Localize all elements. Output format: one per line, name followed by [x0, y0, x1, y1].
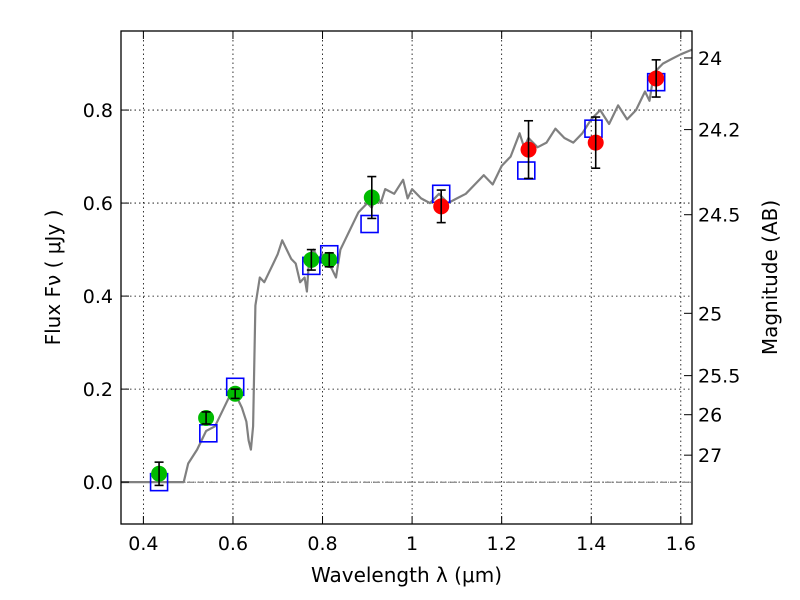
x-tick-label: 1.4 [576, 533, 606, 555]
model-spectrum-line [121, 48, 693, 484]
y2-axis-title: Magnitude (AB) [758, 200, 782, 355]
x-tick-label: 0.8 [307, 533, 337, 555]
y2-tick-label: 26 [698, 405, 722, 427]
y-axis-title: Flux Fν ( μJy ) [41, 210, 65, 346]
observed-points-layer [151, 59, 665, 487]
x-tick-label: 1 [406, 533, 418, 555]
model-photometry-square [360, 214, 379, 234]
y2-tick-label: 27 [698, 445, 722, 467]
y2-tick-label: 25 [698, 303, 722, 325]
model-photometry-layer [149, 72, 666, 492]
y-tick-label: 0.4 [83, 286, 113, 308]
plot-frame [120, 30, 693, 525]
y2-tick-label: 24.5 [698, 205, 740, 227]
y-tick-label: 0.2 [83, 379, 113, 401]
x-tick-label: 1.2 [487, 533, 517, 555]
grid [121, 31, 692, 524]
x-tick-label: 0.4 [128, 533, 158, 555]
model-photometry-square [584, 119, 603, 138]
y2-tick-label: 24.2 [698, 120, 740, 142]
x-axis-title: Wavelength λ (μm) [311, 563, 502, 587]
model-spectrum-layer [121, 48, 693, 484]
model-photometry-square [516, 161, 536, 180]
y2-tick-label: 25.5 [698, 366, 740, 388]
y-tick-label: 0.0 [83, 472, 113, 494]
axis-ticks: 0.4 0.6 0.8 1 1.2 1.4 1.6 0.0 0.2 0.4 0.6 0.8 24 24.2… [83, 31, 740, 555]
x-tick-label: 1.6 [666, 533, 696, 555]
x-tick-label: 0.6 [218, 533, 248, 555]
y2-tick-label: 24 [698, 48, 722, 70]
y-tick-label: 0.8 [83, 100, 113, 122]
y-tick-label: 0.6 [83, 193, 113, 215]
